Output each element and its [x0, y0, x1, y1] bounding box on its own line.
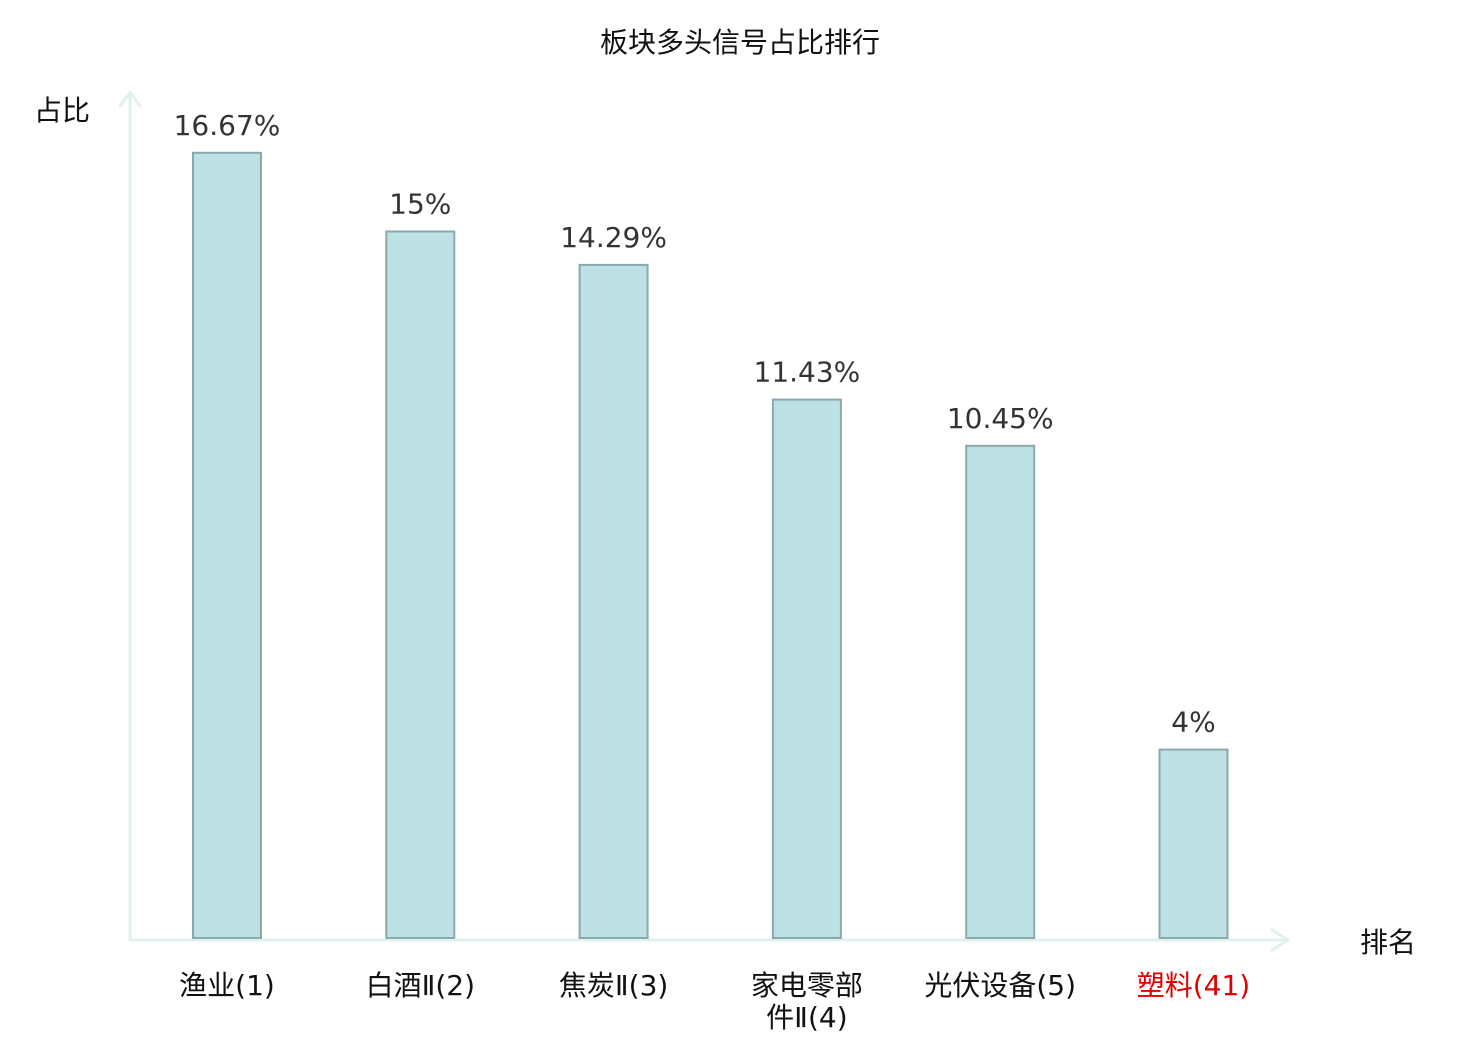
y-axis-label: 占比	[34, 94, 90, 127]
bar-4	[965, 444, 1036, 939]
bar-1	[385, 230, 456, 939]
chart-title: 板块多头信号占比排行	[600, 26, 880, 59]
category-label-0: 渔业(1)	[179, 969, 275, 1002]
value-label-1: 15%	[389, 188, 451, 221]
category-label-line: 渔业(1)	[179, 969, 275, 1002]
x-axis-arrow	[1270, 928, 1290, 952]
category-label-3: 家电零部件Ⅱ(4)	[751, 969, 863, 1034]
value-label-3: 11.43%	[754, 356, 861, 389]
category-label-line: 白酒Ⅱ(2)	[366, 969, 475, 1002]
bars-group	[192, 151, 1229, 940]
bar-3	[771, 398, 842, 940]
category-label-2: 焦炭Ⅱ(3)	[559, 969, 668, 1002]
y-axis-arrow	[118, 90, 142, 108]
x-axis-label: 排名	[1360, 926, 1416, 959]
category-label-4: 光伏设备(5)	[924, 969, 1076, 1002]
category-label-1: 白酒Ⅱ(2)	[366, 969, 475, 1002]
value-label-2: 14.29%	[560, 221, 667, 254]
bar-2	[578, 263, 649, 939]
value-label-4: 10.45%	[947, 402, 1054, 435]
category-label-line: 焦炭Ⅱ(3)	[559, 969, 668, 1002]
category-label-line: 件Ⅱ(4)	[766, 1001, 847, 1034]
category-label-line: 家电零部	[751, 969, 863, 1002]
value-labels-group: 16.67% 15% 14.29% 11.43% 10.45% 4%	[174, 109, 1216, 739]
bar-0	[192, 151, 262, 940]
category-labels-group: 渔业(1) 白酒Ⅱ(2) 焦炭Ⅱ(3) 家电零部件Ⅱ(4) 光伏设备(5) 塑料(41)	[179, 969, 1250, 1034]
value-label-0: 16.67%	[174, 109, 281, 142]
bar-5	[1158, 748, 1229, 939]
category-label-line: 光伏设备(5)	[924, 969, 1076, 1002]
value-label-5: 4%	[1171, 706, 1215, 739]
category-label-line: 塑料(41)	[1137, 969, 1250, 1002]
category-label-5: 塑料(41)	[1137, 969, 1250, 1002]
